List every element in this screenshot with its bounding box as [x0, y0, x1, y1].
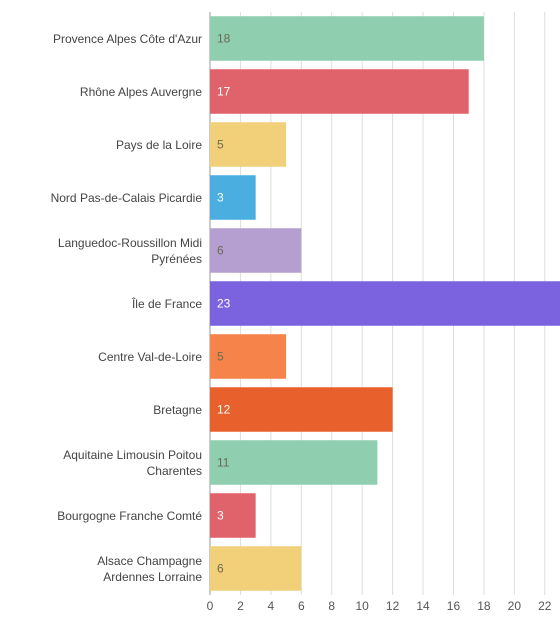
x-tick-label: 10 [355, 599, 369, 613]
value-label: 18 [217, 32, 231, 46]
x-tick-label: 16 [447, 599, 461, 613]
x-tick-label: 18 [477, 599, 491, 613]
x-tick-label: 14 [416, 599, 430, 613]
bar [210, 69, 469, 114]
y-tick-label: Île de France [131, 296, 202, 311]
value-label: 12 [217, 403, 231, 417]
bar [210, 122, 287, 167]
x-tick-label: 2 [237, 599, 244, 613]
bar [210, 440, 378, 485]
x-tick-label: 6 [298, 599, 305, 613]
y-tick-label: Bretagne [153, 402, 202, 417]
y-tick-label: Centre Val-de-Loire [98, 349, 202, 364]
y-tick-label: Pays de la Loire [115, 137, 202, 152]
bar [210, 281, 560, 326]
x-tick-label: 12 [386, 599, 400, 613]
bar [210, 493, 256, 538]
value-label: 6 [217, 562, 224, 576]
bar [210, 334, 287, 379]
x-tick-label: 4 [268, 599, 275, 613]
bar [210, 175, 256, 220]
x-tick-label: 8 [328, 599, 335, 613]
y-tick-label: Languedoc-Roussillon Midi Pyrénées [57, 235, 202, 266]
y-tick-label: Bourgogne Franche Comté [57, 508, 202, 523]
value-label: 23 [217, 297, 231, 311]
x-tick-label: 20 [508, 599, 522, 613]
bar [210, 546, 302, 591]
value-label: 3 [217, 191, 224, 205]
y-tick-label: Alsace Champagne Ardennes Lorraine [97, 553, 202, 584]
bar [210, 16, 484, 61]
bar [210, 387, 393, 432]
y-tick-label: Rhône Alpes Auvergne [79, 84, 202, 99]
value-label: 6 [217, 244, 224, 258]
bar [210, 228, 302, 273]
value-label: 5 [217, 350, 224, 364]
x-tick-label: 0 [207, 599, 214, 613]
value-label: 11 [217, 456, 230, 470]
value-label: 3 [217, 509, 224, 523]
y-tick-label: Provence Alpes Côte d'Azur [52, 31, 202, 46]
y-tick-label: Nord Pas-de-Calais Picardie [50, 190, 202, 205]
x-tick-label: 22 [538, 599, 552, 613]
y-tick-label: Aquitaine Limousin Poitou Charentes [63, 447, 202, 478]
value-label: 17 [217, 85, 231, 99]
value-label: 5 [217, 138, 224, 152]
